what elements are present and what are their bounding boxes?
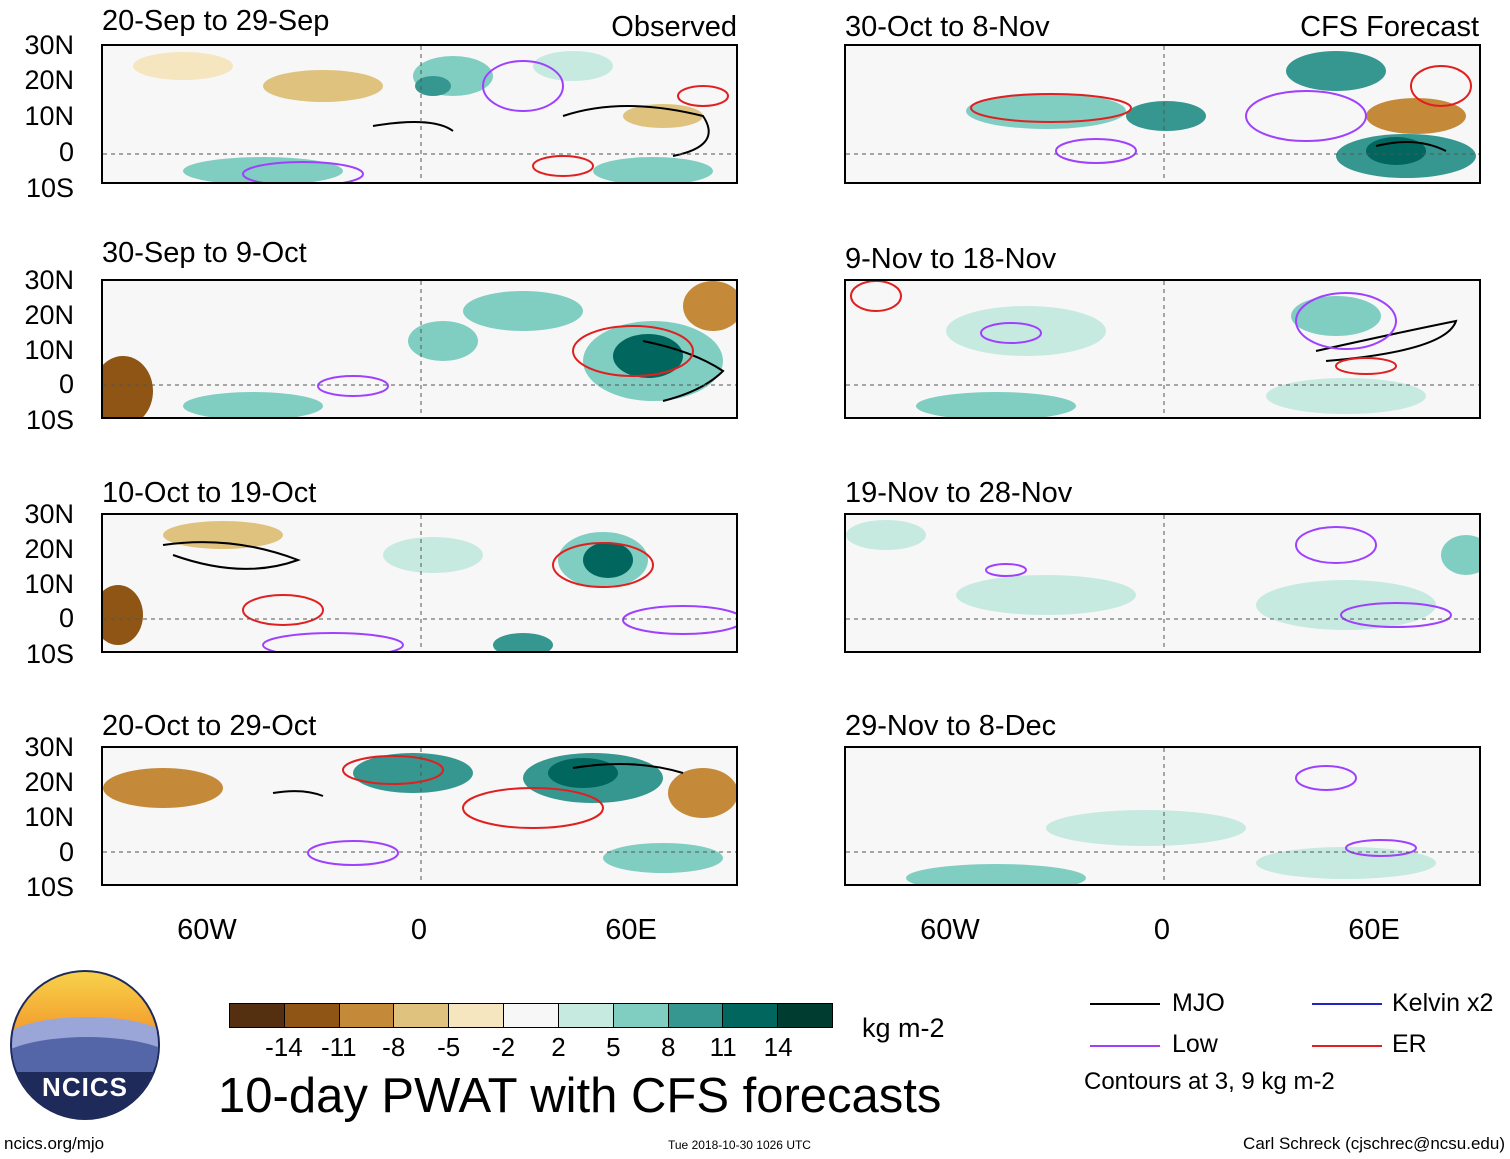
map-panel-2 (101, 279, 738, 419)
colorbar-tick-label: -14 (265, 1032, 303, 1062)
map-panel-3-graphic (103, 515, 736, 651)
lat-label: 10S (25, 173, 74, 203)
colorbar-swatch (668, 1004, 724, 1027)
ncics-logo: NCICS (10, 970, 160, 1120)
panel-title-2: 30-Sep to 9-Oct (102, 237, 307, 269)
panel-title-4: 20-Oct to 29-Oct (102, 710, 317, 742)
lat-label: 0 (58, 837, 74, 867)
colorbar-tick-label: 8 (661, 1032, 676, 1062)
panel-title-8: 29-Nov to 8-Dec (845, 710, 1057, 742)
lat-label: 0 (58, 369, 74, 399)
map-panel-1 (101, 44, 738, 184)
colorbar-tick-label: 11 (709, 1032, 737, 1062)
footer-website: ncics.org/mjo (4, 1134, 105, 1153)
logo-band (12, 1072, 158, 1118)
lon-label-left-60e: 60E (605, 914, 657, 946)
legend-label-er: ER (1392, 1030, 1427, 1058)
map-panel-3 (101, 513, 738, 653)
map-panel-4-graphic (103, 748, 736, 884)
legend-line-kelvin (1312, 1003, 1382, 1005)
legend-line-low (1090, 1045, 1160, 1047)
colorbar (229, 1003, 833, 1028)
lon-label-right-0: 0 (1153, 914, 1171, 946)
map-panel-5 (844, 44, 1481, 184)
lat-label: 10S (25, 872, 74, 902)
colorbar-tick-label: 2 (551, 1032, 566, 1062)
map-panel-5-graphic (846, 46, 1479, 182)
colorbar-tick-label: -11 (320, 1032, 357, 1062)
map-panel-7-graphic (846, 515, 1479, 651)
lat-label: 30N (24, 499, 74, 529)
colorbar-tick-label: 14 (763, 1032, 793, 1062)
lat-label: 10S (25, 405, 74, 435)
panel-corner-observed: Observed (611, 11, 737, 43)
colorbar-tick-label: -8 (382, 1032, 406, 1062)
map-panel-1-graphic (103, 46, 736, 182)
lat-label: 10N (24, 569, 74, 599)
colorbar-swatch (394, 1004, 450, 1027)
lon-label-right-60w: 60W (920, 914, 980, 946)
colorbar-tick-label: 5 (606, 1032, 621, 1062)
colorbar-swatch (558, 1004, 614, 1027)
lat-label: 20N (24, 300, 74, 330)
colorbar-swatch (449, 1004, 505, 1027)
footer-timestamp: Tue 2018-10-30 1026 UTC (668, 1138, 811, 1152)
map-panel-2-graphic (103, 281, 736, 417)
colorbar-swatch (284, 1004, 340, 1027)
panel-title-7: 19-Nov to 28-Nov (845, 477, 1073, 509)
colorbar-swatch (504, 1004, 559, 1027)
lat-label: 0 (58, 137, 74, 167)
lat-label: 30N (24, 732, 74, 762)
panel-title-6: 9-Nov to 18-Nov (845, 243, 1057, 275)
colorbar-tick-label: -5 (437, 1032, 461, 1062)
lat-label: 30N (24, 265, 74, 295)
figure-title: 10-day PWAT with CFS forecasts (218, 1069, 942, 1123)
map-panel-4 (101, 746, 738, 886)
lat-label: 10N (24, 802, 74, 832)
lat-label: 10N (24, 101, 74, 131)
colorbar-tick-label: -2 (491, 1032, 516, 1062)
lat-label: 10N (24, 335, 74, 365)
colorbar-swatch (778, 1004, 832, 1027)
colorbar-swatch (613, 1004, 669, 1027)
logo-text: NCICS (42, 1072, 128, 1102)
colorbar-swatch (230, 1004, 285, 1027)
map-panel-8 (844, 746, 1481, 886)
legend-note: Contours at 3, 9 kg m-2 (1084, 1068, 1335, 1095)
legend-label-low: Low (1172, 1030, 1218, 1058)
map-panel-6-graphic (846, 281, 1479, 417)
lat-label: 10S (25, 639, 74, 669)
map-panel-7 (844, 513, 1481, 653)
map-panel-6 (844, 279, 1481, 419)
legend-line-er (1312, 1045, 1382, 1047)
map-panel-8-graphic (846, 748, 1479, 884)
lat-label: 20N (24, 767, 74, 797)
panel-corner-cfs: CFS Forecast (1300, 11, 1479, 43)
footer-author: Carl Schreck (cjschrec@ncsu.edu) (1243, 1134, 1505, 1153)
lat-label: 20N (24, 534, 74, 564)
legend-label-mjo: MJO (1172, 989, 1225, 1017)
panel-title-3: 10-Oct to 19-Oct (102, 477, 317, 509)
legend-line-mjo (1090, 1003, 1160, 1005)
panel-title-5: 30-Oct to 8-Nov (845, 11, 1050, 43)
lon-label-left-0: 0 (410, 914, 428, 946)
lon-label-right-60e: 60E (1348, 914, 1400, 946)
colorbar-swatch (723, 1004, 779, 1027)
lat-label: 20N (24, 65, 74, 95)
colorbar-swatch (339, 1004, 395, 1027)
lon-label-left-60w: 60W (177, 914, 237, 946)
lat-label: 0 (58, 603, 74, 633)
legend-label-kelvin: Kelvin x2 (1392, 989, 1494, 1017)
lat-label: 30N (24, 30, 74, 60)
panel-title-1: 20-Sep to 29-Sep (102, 5, 330, 37)
colorbar-units: kg m-2 (862, 1013, 945, 1043)
